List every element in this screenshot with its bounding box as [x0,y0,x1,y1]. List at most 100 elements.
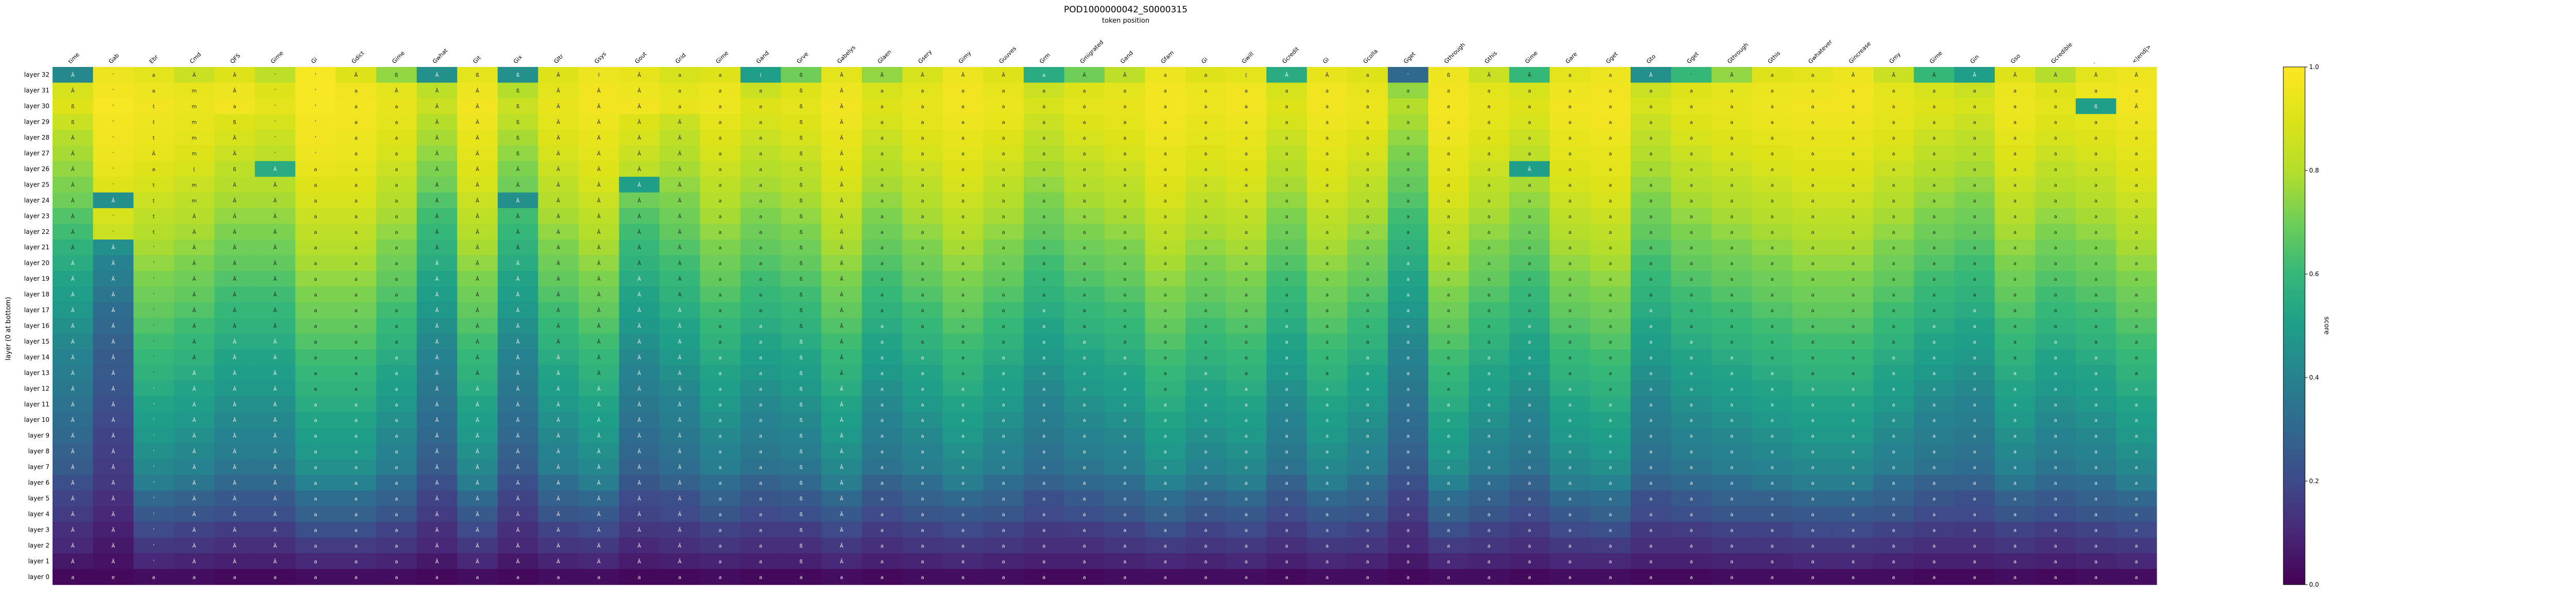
cell-label: a [2094,402,2097,408]
cell-label: a [1730,120,1733,126]
cell-label: Ä [192,496,196,502]
cell-label: Ä [192,558,196,565]
cell-label: a [152,73,155,78]
cell-label: ' [315,135,316,141]
cell-label: a [1649,120,1652,126]
cell-label: a [1852,512,1855,518]
cell-label: a [354,324,358,330]
heatmap-cell [1428,82,1469,99]
cell-label: a [880,575,884,581]
heatmap-cell [821,114,862,130]
cell-label: a [1042,434,1045,439]
cell-label: a [1568,481,1571,486]
cell-label: a [1245,277,1248,282]
cell-label: a [1933,559,1936,565]
cell-label: a [2094,277,2097,282]
heatmap-cell [1347,114,1388,130]
cell-label: a [1892,277,1895,282]
cell-label: Ã [637,166,641,173]
cell-label: a [1123,527,1126,533]
cell-label: Ã [71,370,75,377]
cell-label: Ä [192,292,196,298]
heatmap-cell [700,145,741,162]
heatmap-cell [1185,82,1227,99]
cell-label: a [1852,575,1855,581]
cell-label: a [1002,120,1005,126]
cell-label: ß [800,434,803,439]
cell-label: a [961,198,964,204]
cell-label: a [354,214,358,219]
cell-label: a [719,214,722,219]
cell-label: a [395,418,398,423]
cell-label: a [1933,277,1936,282]
cell-label: a [1609,73,1612,78]
cell-label: a [1568,135,1571,141]
cell-label: a [2135,198,2138,204]
cell-label: a [314,512,317,518]
cell-label: a [1811,308,1814,314]
cell-label: ' [153,245,155,251]
cell-label: a [1649,167,1652,173]
cell-label: a [1973,481,1976,486]
cell-label: a [1892,308,1895,314]
cell-label: Ã [637,433,641,439]
cell-label: Ä [556,480,560,486]
cell-label: Ã [840,244,843,251]
cell-label: a [1528,465,1531,471]
cell-label: ß [800,497,803,502]
cell-label: a [354,465,358,471]
heatmap-cell [1792,129,1834,146]
heatmap-cell [1954,67,1995,83]
cell-label: a [719,120,722,126]
cell-label: Ã [637,307,641,314]
heatmap-cell [2116,82,2157,99]
cell-label: Ã [2094,72,2098,78]
cell-label: a [1002,434,1005,439]
cell-label: ' [112,89,114,94]
cell-label: a [1568,293,1571,298]
cell-label: a [1366,559,1369,565]
cell-label: a [2013,355,2016,361]
cell-label: a [1649,512,1652,518]
cell-label: a [1730,151,1733,157]
heatmap-cell [1226,82,1267,99]
cell-label: Ä [556,354,560,361]
cell-label: Ã [637,511,641,518]
y-tick-label: layer 4 [28,510,49,518]
cell-label: Ã [1973,72,1976,78]
cell-label: Ã [233,370,236,377]
cell-label: Ã [476,480,479,486]
cell-label: Ã [233,323,236,330]
cell-label: a [921,104,924,110]
cell-label: a [1811,355,1814,361]
cell-label: Ã [274,511,277,518]
cell-label: Ã [516,370,520,377]
cell-label: a [1123,575,1126,581]
cell-label: a [1933,293,1936,298]
heatmap-cell [335,129,377,146]
cell-label: a [1204,245,1207,251]
cell-label: m [192,151,197,157]
cell-label: Ã [274,370,277,377]
cell-label: a [1528,386,1531,392]
cell-label: a [759,182,762,188]
cell-label: a [1366,371,1369,377]
cell-label: a [921,339,924,345]
heatmap-cell [255,145,296,162]
cell-label: a [2054,497,2057,502]
cell-label: Ã [637,385,641,392]
cell-label: a [961,339,964,345]
cell-label: Ä [556,448,560,455]
y-tick-label: layer 28 [24,134,49,141]
cell-label: Ã [637,542,641,549]
y-tick-label: layer 3 [28,526,49,533]
cell-label: a [1002,371,1005,377]
cell-label: a [1204,89,1207,94]
cell-label: a [314,371,317,377]
heatmap-cell [1954,129,1995,146]
cell-label: a [1487,182,1490,188]
cell-label: a [880,402,884,408]
cell-label: a [961,214,964,219]
cell-label: a [1528,277,1531,282]
